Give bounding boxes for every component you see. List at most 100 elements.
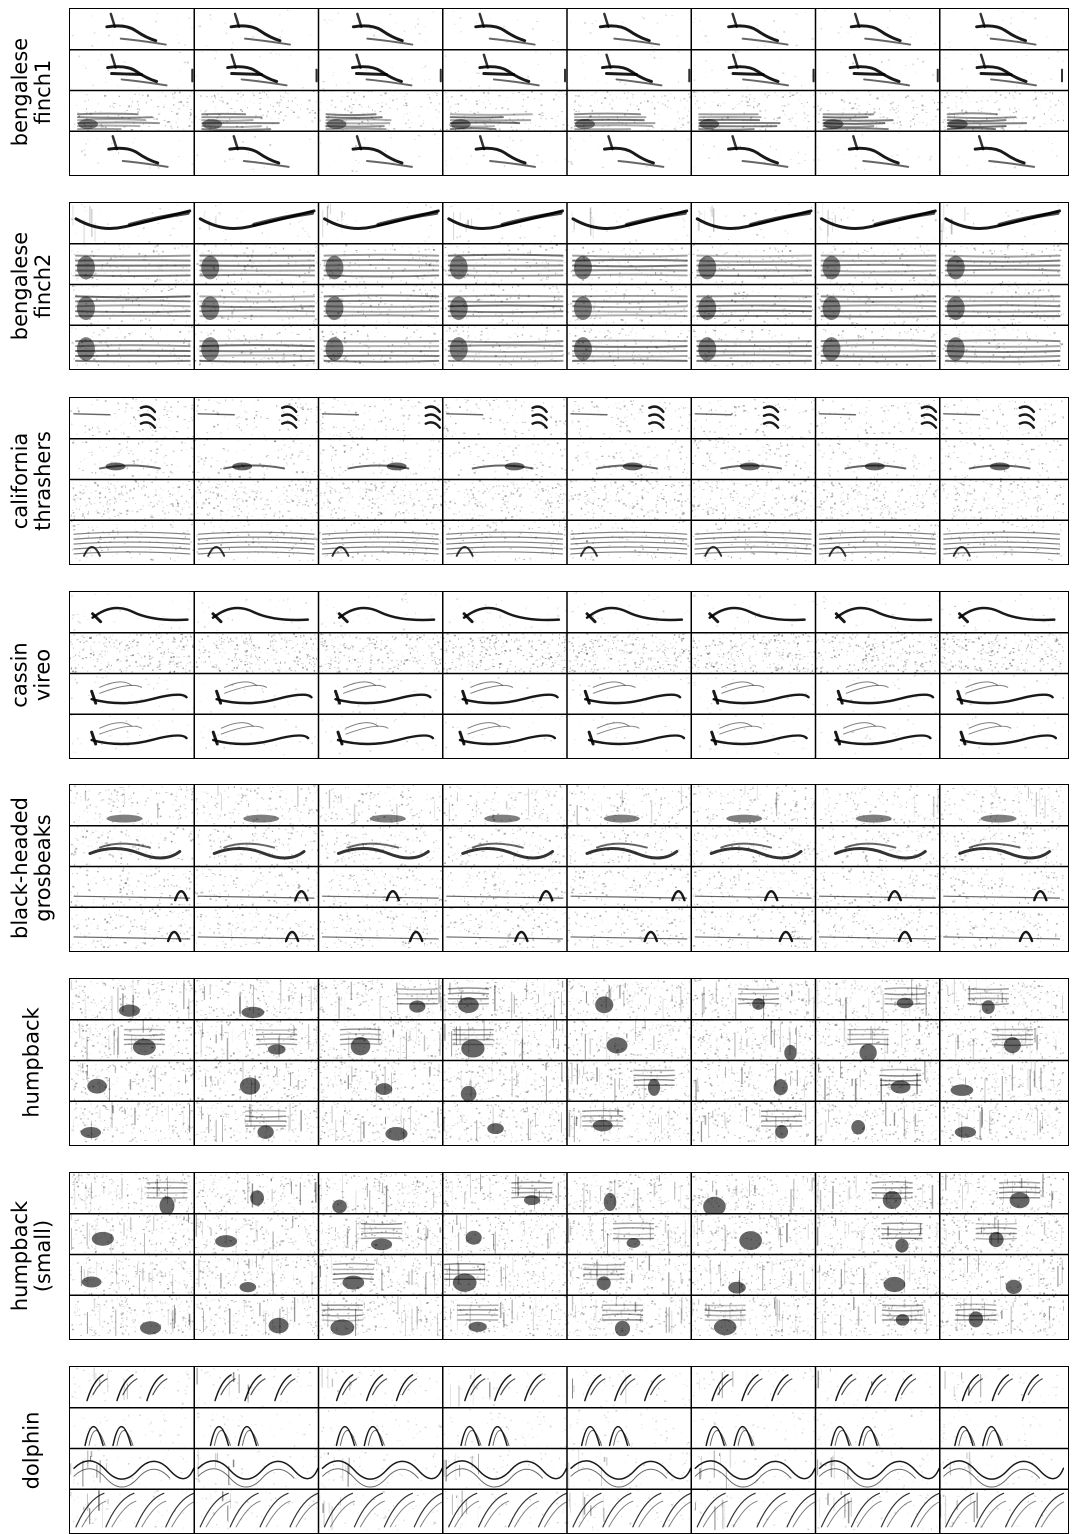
spectrogram-cell — [70, 785, 195, 826]
spectrogram-cell — [443, 1102, 568, 1144]
spectrogram-cell — [691, 1173, 816, 1216]
spectrogram-cell — [943, 674, 1064, 716]
spectrogram-cell — [199, 675, 317, 715]
spectrogram-cell — [448, 1367, 568, 1408]
spectrogram-cell — [71, 480, 196, 522]
spectrogram-cell — [445, 133, 566, 167]
spectrogram-cell — [818, 9, 936, 46]
spectrogram-grid — [69, 202, 1069, 370]
spectrogram-cell — [567, 1214, 692, 1257]
spectrogram-cell — [692, 1101, 817, 1143]
spectrogram-cell — [816, 867, 940, 909]
spectrogram-cell — [940, 91, 1066, 133]
group-label-text: cassin vireo — [9, 642, 55, 707]
spectrogram-cell — [816, 674, 937, 714]
spectrogram-cell — [816, 979, 941, 1021]
spectrogram-cell — [941, 867, 1064, 909]
spectrogram-cell — [693, 131, 815, 168]
spectrogram-cell — [818, 908, 941, 950]
spectrogram-cell — [81, 132, 194, 173]
spectrogram-cell — [569, 715, 689, 756]
spectrogram-cell — [71, 1214, 194, 1256]
spectrogram-cell — [942, 521, 1063, 561]
spectrogram-cell — [569, 1408, 691, 1450]
spectrogram-cell — [818, 1449, 940, 1490]
spectrogram-cell — [195, 50, 316, 90]
spectrogram-cell — [940, 1295, 1065, 1337]
spectrogram-cell — [816, 480, 941, 522]
spectrogram-cell — [940, 203, 1062, 244]
spectrogram-cell — [194, 907, 319, 950]
spectrogram-cell — [445, 51, 565, 92]
spectrogram-cell — [567, 285, 693, 327]
spectrogram-cell — [567, 1101, 692, 1144]
spectrogram-cell — [443, 1061, 569, 1103]
spectrogram-cell — [568, 91, 692, 133]
spectrogram-cell — [195, 285, 320, 327]
spectrogram-cell — [691, 1490, 817, 1530]
spectrogram-cell — [941, 594, 1062, 634]
spectrogram-cell — [197, 1408, 317, 1449]
spectrogram-grid — [69, 591, 1069, 759]
spectrogram-cell — [319, 1255, 443, 1297]
group-label-text: dolphin — [21, 1411, 44, 1489]
spectrogram-cell — [942, 398, 1065, 440]
spectrogram-cell — [693, 51, 813, 91]
spectrogram-cell — [194, 785, 320, 827]
spectrogram-cell — [819, 785, 940, 827]
spectrogram-cell — [444, 91, 567, 133]
spectrogram-cell — [691, 633, 814, 675]
spectrogram-cell — [320, 593, 436, 633]
spectrogram-cell — [72, 1367, 194, 1408]
spectrogram-cell — [692, 398, 817, 440]
spectrogram-cell — [940, 134, 1066, 173]
spectrogram-cell — [319, 1020, 445, 1062]
spectrogram-cell — [319, 91, 443, 133]
spectrogram-cell — [567, 1255, 691, 1297]
spectrogram-cell — [70, 398, 194, 440]
spectrogram-cell — [443, 521, 568, 562]
spectrogram-cell — [320, 1449, 442, 1490]
spectrogram-cell — [567, 1295, 693, 1337]
spectrogram-cell — [568, 245, 692, 286]
spectrogram-cell — [570, 592, 692, 634]
spectrogram-cell — [444, 1409, 567, 1450]
spectrogram-cell — [693, 12, 814, 48]
group-label-text: bengalese finch1 — [9, 38, 55, 146]
spectrogram-cell — [320, 325, 444, 367]
spectrogram-cell — [568, 1061, 693, 1103]
spectrogram-cell — [816, 244, 941, 285]
spectrogram-cell — [940, 979, 1065, 1021]
spectrogram-cell — [691, 1020, 815, 1062]
spectrogram-cell — [941, 826, 1062, 868]
spectrogram-cell — [691, 594, 814, 635]
spectrogram-cell — [70, 826, 195, 867]
spectrogram-cell — [940, 285, 1065, 325]
spectrogram-cell — [567, 1020, 693, 1061]
spectrogram-cell — [568, 1173, 693, 1215]
spectrogram-cell — [816, 91, 942, 132]
spectrogram-cell — [443, 633, 569, 675]
spectrogram-cell — [817, 1061, 941, 1103]
spectrogram-cell — [201, 716, 319, 756]
spectrogram-cell — [195, 1295, 319, 1337]
spectrogram-cell — [195, 1449, 318, 1490]
spectrogram-grid-svg — [70, 1173, 1068, 1339]
spectrogram-cell — [71, 674, 195, 715]
spectrogram-grid — [69, 1172, 1069, 1340]
spectrogram-cell — [945, 1368, 1065, 1409]
spectrogram-cell — [816, 398, 938, 439]
spectrogram-cell — [692, 244, 817, 286]
spectrogram-cell — [70, 1449, 195, 1490]
spectrogram-cell — [196, 1173, 319, 1215]
spectrogram-cell — [194, 1020, 318, 1062]
spectrogram-cell — [196, 398, 319, 440]
spectrogram-cell — [70, 1061, 196, 1103]
spectrogram-cell — [70, 325, 194, 367]
spectrogram-grid-svg — [70, 203, 1068, 369]
spectrogram-cell — [817, 1490, 941, 1531]
spectrogram-cell — [568, 633, 692, 675]
spectrogram-cell — [692, 867, 816, 908]
spectrogram-cell — [817, 203, 938, 244]
spectrogram-cell — [568, 979, 693, 1020]
